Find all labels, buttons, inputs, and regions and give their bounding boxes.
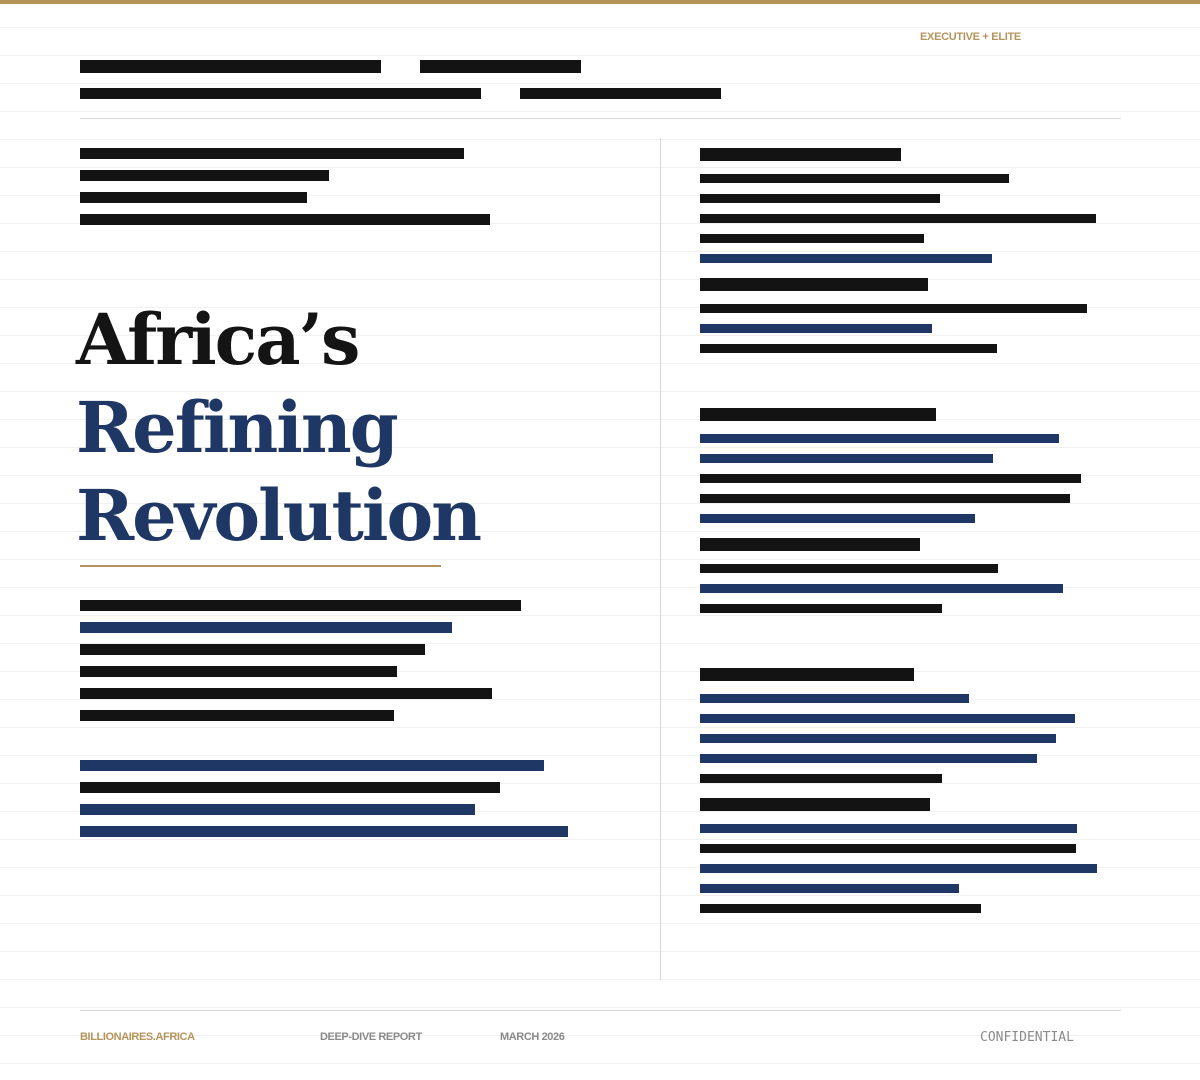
redacted-line (700, 434, 1059, 443)
redacted-line (700, 304, 1087, 313)
redacted-line (80, 688, 492, 699)
redacted-line (80, 88, 481, 99)
redacted-line (80, 710, 394, 721)
redacted-line (700, 604, 942, 613)
title-line-1: Africa’s (76, 298, 360, 381)
redacted-line (700, 824, 1077, 833)
redacted-line (700, 214, 1096, 223)
footer-classification: CONFIDENTIAL (980, 1030, 1074, 1045)
redacted-line (80, 782, 500, 793)
footer-brand: BILLIONAIRES.AFRICA (80, 1031, 195, 1043)
redacted-heading (420, 60, 581, 73)
redacted-line (80, 826, 568, 837)
redacted-line (80, 666, 397, 677)
redacted-line (80, 214, 490, 225)
redacted-heading (700, 148, 901, 161)
redacted-line (700, 234, 924, 243)
redacted-line (700, 474, 1081, 483)
title-line-2: Refining (76, 386, 399, 469)
redacted-line (700, 754, 1037, 763)
redacted-line (700, 584, 1063, 593)
redacted-line (700, 174, 1009, 183)
title-underline (80, 565, 441, 567)
redacted-line (700, 514, 975, 523)
redacted-line (80, 170, 329, 181)
tier-label: EXECUTIVE + ELITE (920, 31, 1021, 43)
redacted-line (80, 760, 544, 771)
column-divider (660, 138, 661, 980)
redacted-line (700, 774, 942, 783)
redacted-line (80, 192, 307, 203)
redacted-line (700, 254, 992, 263)
redacted-line (80, 600, 521, 611)
page-title: Africa’s Refining Revolution (76, 296, 482, 560)
redacted-line (700, 904, 981, 913)
redacted-heading (80, 60, 381, 73)
redacted-line (700, 844, 1076, 853)
redacted-line (700, 734, 1056, 743)
title-line-3: Revolution (76, 474, 482, 557)
redacted-heading (700, 278, 928, 291)
redacted-line (80, 644, 425, 655)
redacted-line (700, 494, 1070, 503)
redacted-heading (700, 798, 930, 811)
redacted-line (700, 694, 969, 703)
redacted-heading (700, 538, 920, 551)
redacted-line (700, 714, 1075, 723)
redacted-line (700, 564, 998, 573)
top-accent-bar (0, 0, 1200, 4)
redacted-line (80, 148, 464, 159)
footer-report-type: DEEP-DIVE REPORT (320, 1031, 422, 1043)
redacted-line (700, 324, 932, 333)
redacted-line (700, 344, 997, 353)
redacted-line (700, 454, 993, 463)
redacted-heading (700, 408, 936, 421)
footer-divider (80, 1010, 1121, 1011)
redacted-line (80, 622, 452, 633)
redacted-heading (700, 668, 914, 681)
redacted-line (700, 864, 1097, 873)
redacted-line (700, 194, 940, 203)
footer-date: MARCH 2026 (500, 1031, 565, 1043)
header-divider (80, 118, 1121, 119)
redacted-line (80, 804, 475, 815)
redacted-line (520, 88, 721, 99)
redacted-line (700, 884, 959, 893)
